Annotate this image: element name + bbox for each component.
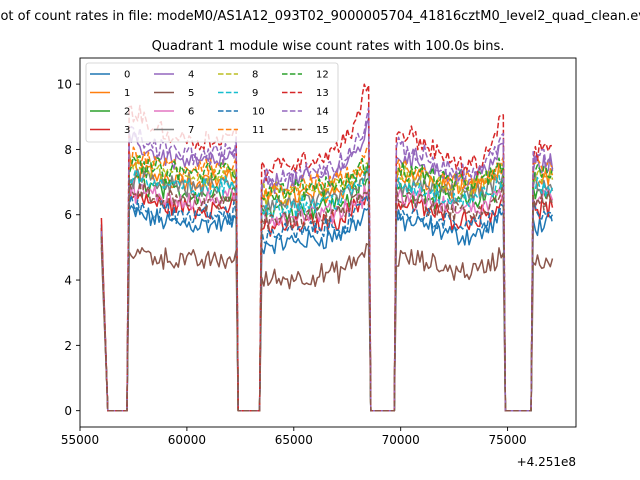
x-tick-label: 70000 [382, 433, 420, 447]
y-tick-label: 2 [64, 339, 72, 353]
y-tick-label: 10 [57, 78, 72, 92]
y-tick-label: 4 [64, 274, 72, 288]
legend-label-9: 9 [252, 88, 258, 99]
chart-title: Quadrant 1 module wise count rates with … [152, 39, 505, 54]
y-tick-label: 0 [64, 404, 72, 418]
legend-label-6: 6 [188, 107, 194, 118]
series-line-7 [100, 168, 554, 412]
x-tick-label: 75000 [488, 433, 526, 447]
y-tick-label: 8 [64, 143, 72, 157]
series-line-15 [100, 179, 553, 412]
legend-label-3: 3 [124, 125, 130, 136]
x-offset-label: +4.251e8 [517, 455, 576, 469]
x-tick-label: 65000 [275, 433, 313, 447]
legend-label-10: 10 [252, 107, 265, 118]
legend-box [85, 62, 339, 143]
legend-label-2: 2 [124, 107, 130, 118]
series-line-1 [100, 159, 554, 412]
legend-label-15: 15 [316, 125, 329, 136]
legend-label-1: 1 [124, 88, 130, 99]
legend-label-11: 11 [252, 125, 265, 136]
legend-label-7: 7 [188, 125, 194, 136]
legend-label-5: 5 [188, 88, 194, 99]
series-line-5 [100, 242, 554, 412]
series-line-10 [100, 194, 554, 412]
series-line-14 [100, 106, 554, 412]
legend-label-0: 0 [124, 70, 130, 81]
series-line-12 [100, 155, 554, 412]
legend-label-14: 14 [316, 107, 329, 118]
legend-label-12: 12 [316, 70, 329, 81]
legend-label-13: 13 [316, 88, 329, 99]
legend-label-8: 8 [252, 70, 258, 81]
y-tick-label: 6 [64, 208, 72, 222]
series-line-9 [100, 166, 554, 412]
plot-frame [79, 57, 577, 428]
x-tick-label: 60000 [168, 433, 206, 447]
legend-label-4: 4 [188, 70, 194, 81]
figure-suptitle: Plot of count rates in file: modeM0/AS1A… [0, 9, 640, 24]
x-tick-label: 55000 [61, 433, 99, 447]
